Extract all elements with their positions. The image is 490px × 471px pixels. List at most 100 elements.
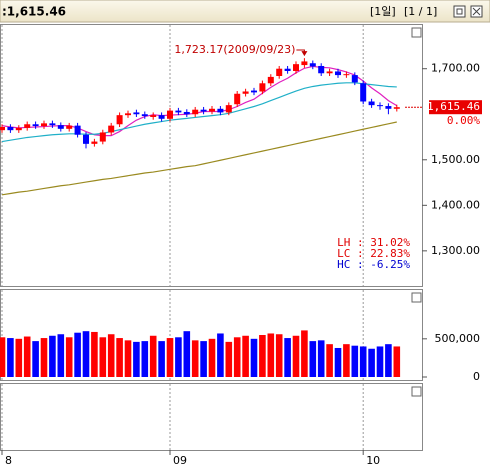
candle-body — [234, 93, 241, 105]
panel-close[interactable] — [411, 292, 422, 303]
volume-bar — [233, 337, 241, 377]
volume-bar — [267, 333, 275, 377]
volume-bar — [275, 334, 283, 377]
candle-body — [24, 124, 31, 128]
candle-body — [385, 106, 392, 109]
candle-body — [175, 110, 182, 113]
volume-bar — [317, 340, 325, 377]
volume-bar — [99, 337, 107, 377]
volume-bar — [74, 332, 81, 377]
volume-bar — [158, 341, 165, 377]
candle-body — [57, 125, 64, 129]
x-tick-label: 8 — [5, 454, 12, 467]
candle-body — [351, 75, 358, 83]
candle-body — [49, 123, 56, 126]
volume-bar — [301, 330, 308, 377]
candle-body — [267, 76, 274, 84]
volume-bar — [250, 338, 258, 377]
volume-bar — [91, 331, 98, 377]
stat-label: HC : -6.25% — [337, 258, 410, 271]
volume-bar — [107, 334, 115, 377]
candle-body — [66, 125, 73, 129]
candle-body — [377, 105, 383, 107]
stat-label: LH : 31.02% — [337, 236, 410, 249]
volume-bar — [141, 341, 149, 377]
volume-bar — [326, 344, 333, 377]
empty-panel — [0, 383, 423, 451]
candle-body — [116, 115, 123, 125]
candle-body — [200, 109, 207, 112]
candle-body — [335, 71, 341, 76]
y-tick-label: 1,400.00 — [431, 198, 480, 211]
volume-bar — [225, 341, 233, 377]
volume-bar — [175, 337, 182, 377]
y-tick-label: 0 — [473, 370, 480, 383]
volume-bar — [200, 341, 207, 377]
candle-body — [301, 61, 308, 66]
volume-panel — [0, 289, 423, 381]
candle-body — [276, 68, 283, 76]
moving-average — [1, 121, 397, 196]
volume-bar — [334, 347, 342, 377]
candle-body — [15, 127, 22, 131]
candle-body — [91, 141, 98, 144]
change-label: 0.00% — [447, 114, 480, 127]
candle-body — [293, 64, 299, 71]
volume-bar — [15, 338, 23, 377]
period-label[interactable]: [1일] — [370, 4, 396, 18]
candle-body — [284, 68, 291, 71]
volume-bar — [166, 338, 174, 377]
peak-arrowhead — [301, 51, 308, 57]
candle-body — [183, 111, 190, 115]
candle-body — [167, 110, 173, 119]
moving-average — [1, 65, 398, 137]
volume-bar — [259, 335, 266, 377]
volume-bar — [7, 338, 14, 377]
stat-label: LC : 22.83% — [337, 247, 410, 260]
y-tick-label: 1,700.00 — [431, 62, 480, 75]
volume-bar — [40, 338, 48, 377]
restore-icon — [456, 8, 463, 15]
volume-bar — [343, 344, 350, 377]
last-price-label: 1,615.46 — [427, 100, 480, 113]
volume-bar — [359, 346, 367, 377]
candle-body — [0, 126, 5, 131]
candle-body — [192, 109, 199, 115]
volume-bar — [82, 331, 90, 377]
x-tick-label: 09 — [173, 454, 187, 467]
candle-body — [209, 108, 215, 112]
candle-body — [99, 132, 106, 142]
candle-body — [309, 63, 316, 67]
volume-bar — [149, 335, 157, 377]
volume-bar — [376, 346, 384, 377]
restore-button[interactable] — [453, 5, 466, 18]
panel-close[interactable] — [411, 386, 422, 397]
candle-body — [125, 113, 131, 116]
volume-bar — [309, 341, 317, 377]
volume-bar — [116, 338, 123, 377]
candle-body — [251, 90, 257, 93]
candle-body — [7, 126, 14, 131]
moving-average — [1, 82, 397, 143]
volume-bar — [23, 336, 31, 377]
candle-body — [83, 134, 89, 144]
volume-bar — [191, 340, 199, 377]
volume-bar — [284, 338, 291, 377]
volume-bar — [0, 337, 6, 377]
candle-body — [343, 74, 350, 76]
volume-bar — [393, 346, 401, 377]
y-tick-label: 1,500.00 — [431, 153, 480, 166]
volume-bar — [183, 331, 191, 377]
volume-bar — [65, 337, 73, 377]
panel-close[interactable] — [411, 27, 422, 38]
candle-body — [133, 112, 140, 115]
volume-bar — [124, 340, 132, 377]
candle-body — [41, 123, 47, 127]
volume-bar — [49, 335, 56, 377]
panel-close-icons — [411, 27, 422, 397]
volume-bar — [351, 345, 359, 377]
candle-body — [259, 83, 266, 92]
last-price-box — [429, 100, 482, 115]
close-icon — [472, 7, 481, 16]
volume-bar — [32, 341, 39, 377]
